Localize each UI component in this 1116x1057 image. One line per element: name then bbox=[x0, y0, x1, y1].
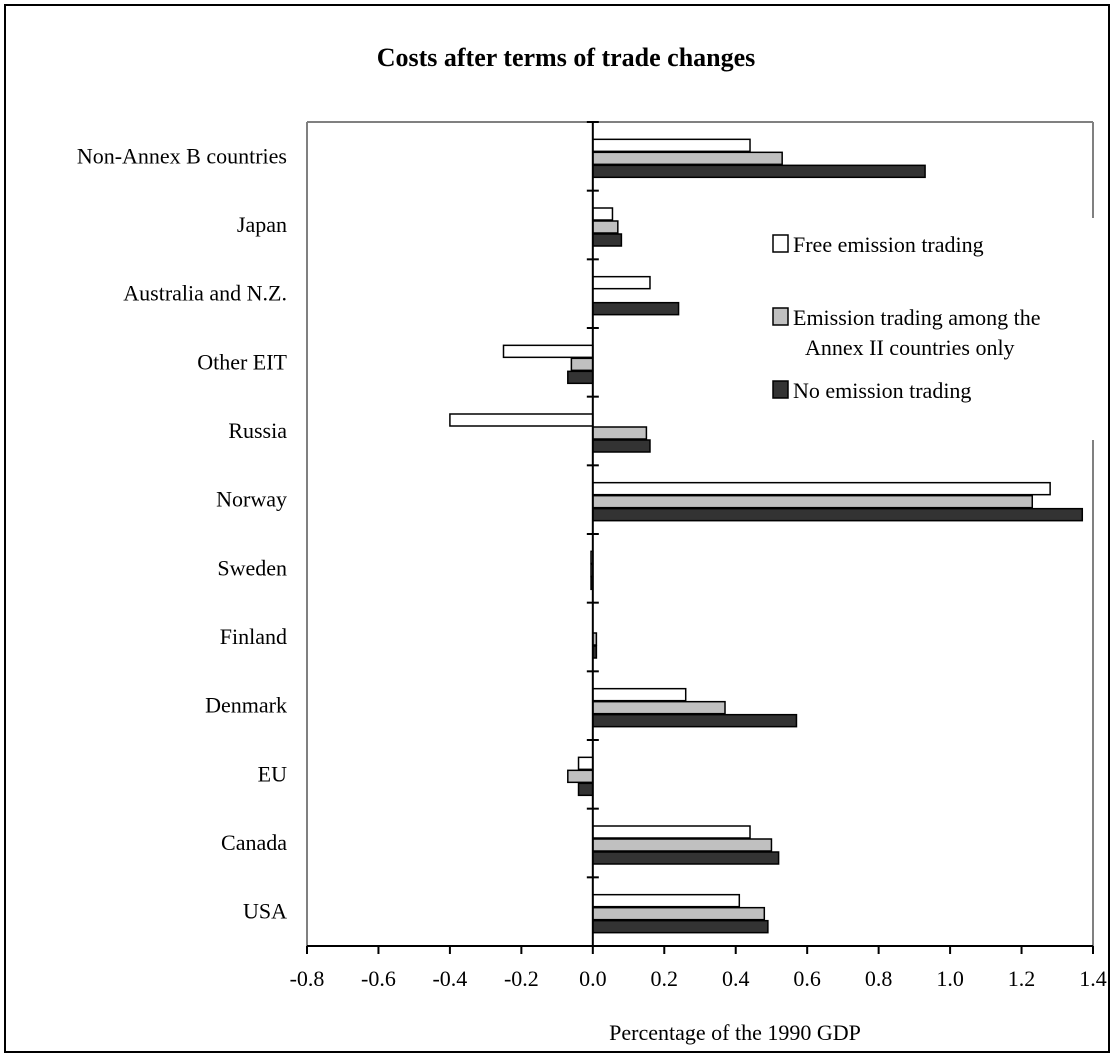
x-tick-label: 1.0 bbox=[936, 966, 964, 991]
bar-annex-5 bbox=[592, 494, 1034, 509]
bar-annex-8 bbox=[592, 700, 726, 715]
x-tick-label: 1.4 bbox=[1079, 966, 1107, 991]
plot-border bbox=[306, 121, 1094, 946]
legend: Free emission trading Emission trading a… bbox=[772, 232, 1040, 403]
x-tick-label: -0.2 bbox=[504, 966, 539, 991]
bar-none-2 bbox=[592, 301, 680, 316]
bar-free-9 bbox=[577, 756, 594, 771]
bar-annex-9 bbox=[567, 769, 594, 784]
bar-free-2 bbox=[592, 275, 651, 290]
x-axis: -0.8 -0.6 -0.4 -0.2 0.0 0.2 0.4 0.6 0.8 1.0 1.2 1.4 bbox=[290, 945, 1107, 991]
bar-none-1 bbox=[592, 233, 623, 247]
bar-none-5 bbox=[592, 507, 1084, 522]
bar-none-0 bbox=[592, 164, 926, 179]
x-tick-label: 0.4 bbox=[722, 966, 750, 991]
bar-annex-3 bbox=[570, 357, 594, 372]
category-label: Canada bbox=[221, 830, 287, 855]
bar-none-11 bbox=[592, 919, 769, 934]
x-tick-label: 1.2 bbox=[1008, 966, 1036, 991]
category-label: Australia and N.Z. bbox=[123, 281, 287, 306]
x-tick-label: 0.0 bbox=[579, 966, 607, 991]
legend-swatch-free bbox=[772, 234, 789, 253]
bar-annex-10 bbox=[592, 838, 773, 852]
chart-frame bbox=[4, 4, 1110, 1053]
x-tick-label: -0.4 bbox=[432, 966, 467, 991]
category-label: USA bbox=[243, 899, 287, 924]
category-label: Japan bbox=[237, 212, 287, 237]
bar-none-9 bbox=[577, 782, 594, 797]
bar-annex-1 bbox=[592, 220, 619, 234]
legend-swatch-annex bbox=[772, 307, 789, 326]
bar-free-4 bbox=[449, 413, 594, 427]
bar-none-3 bbox=[567, 370, 594, 385]
bar-free-1 bbox=[592, 207, 614, 221]
bar-annex-11 bbox=[592, 906, 766, 921]
bar-free-11 bbox=[592, 893, 741, 908]
x-tick-label: 0.2 bbox=[651, 966, 679, 991]
category-label: Denmark bbox=[205, 693, 287, 718]
legend-swatch-none bbox=[772, 380, 789, 399]
bar-free-5 bbox=[592, 481, 1051, 496]
bar-none-8 bbox=[592, 713, 798, 728]
bar-annex-0 bbox=[592, 151, 783, 166]
x-tick-label: 0.8 bbox=[865, 966, 893, 991]
x-axis-label: Percentage of the 1990 GDP bbox=[609, 1020, 861, 1045]
legend-label-annex-line2: Annex II countries only bbox=[805, 335, 1015, 360]
category-label: Other EIT bbox=[197, 349, 287, 374]
bar-none-10 bbox=[592, 851, 780, 865]
category-label: Non-Annex B countries bbox=[77, 143, 287, 168]
legend-label-none: No emission trading bbox=[793, 378, 971, 403]
x-tick-label: 0.6 bbox=[793, 966, 821, 991]
bar-free-3 bbox=[502, 344, 594, 359]
category-label: EU bbox=[258, 761, 287, 786]
bar-free-0 bbox=[592, 138, 751, 153]
category-label: Norway bbox=[216, 487, 287, 512]
category-labels: Non-Annex B countries Japan Australia and … bbox=[77, 143, 288, 923]
x-tick-label: -0.6 bbox=[361, 966, 396, 991]
legend-label-annex-line1: Emission trading among the bbox=[793, 305, 1040, 330]
x-tick-label: -0.8 bbox=[290, 966, 325, 991]
category-label: Russia bbox=[228, 418, 287, 443]
category-label: Finland bbox=[220, 624, 287, 649]
bar-free-10 bbox=[592, 825, 751, 839]
bars bbox=[449, 138, 1084, 934]
bar-none-4 bbox=[592, 439, 651, 453]
chart-title: Costs after terms of trade changes bbox=[377, 43, 756, 72]
category-label: Sweden bbox=[217, 555, 287, 580]
bar-annex-4 bbox=[592, 426, 648, 440]
bar-free-8 bbox=[592, 687, 687, 702]
legend-label-free: Free emission trading bbox=[793, 232, 984, 257]
